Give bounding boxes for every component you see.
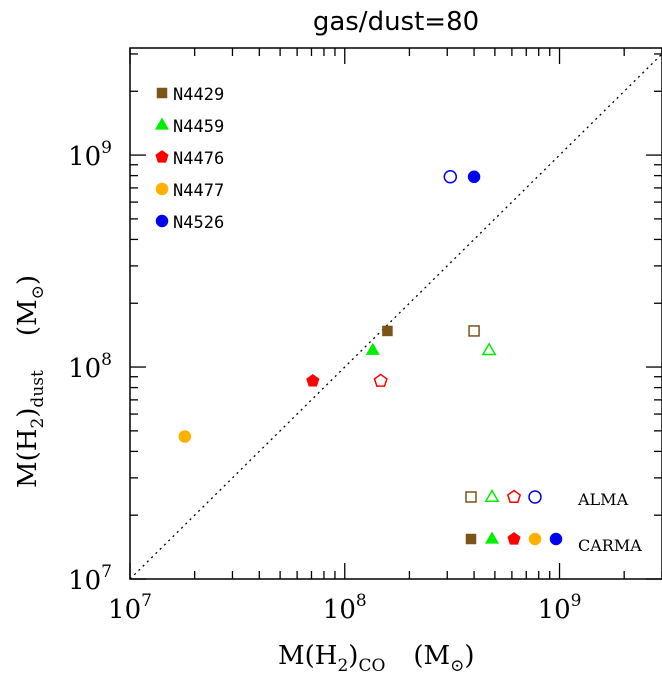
point-carma-n4526	[467, 170, 481, 184]
chart-title: gas/dust=80	[313, 7, 479, 37]
legend-label: N4526	[173, 213, 224, 233]
marker-key: ALMA CARMA	[465, 488, 642, 555]
legend-marker-n4526	[155, 214, 169, 228]
point-carma-n4429	[382, 325, 393, 337]
legend-label: N4477	[173, 181, 224, 201]
x-tick-label: 107	[108, 591, 152, 625]
point-alma-n4526	[443, 170, 458, 184]
y-tick-label: 107	[68, 562, 112, 596]
key-alma-n4476	[506, 489, 522, 504]
key-carma-n4476	[507, 532, 521, 545]
x-axis-label: M(H2)CO (M⊙)	[278, 641, 475, 676]
alma-label: ALMA	[577, 490, 629, 509]
x-tick-label: 108	[323, 591, 367, 625]
carma-label: CARMA	[578, 536, 642, 555]
key-alma-n4459	[484, 488, 500, 502]
key-carma-n4526	[549, 532, 563, 546]
point-alma-n4476	[373, 373, 388, 387]
legend: N4429 N4459 N4476 N4477 N4526	[155, 85, 224, 233]
key-alma-n4429	[465, 491, 477, 503]
legend-label: N4429	[173, 85, 224, 105]
y-tick-label: 109	[68, 138, 112, 172]
key-alma-n4526	[528, 490, 542, 504]
one-to-one-line	[129, 53, 662, 580]
diagonal-line	[129, 53, 662, 580]
point-alma-n4429	[468, 325, 480, 337]
legend-marker-n4429	[156, 87, 168, 99]
legend-marker-n4459	[155, 117, 169, 130]
legend-marker-n4477	[155, 182, 169, 196]
y-tick-label: 108	[68, 350, 112, 384]
point-alma-n4459	[481, 342, 497, 356]
point-carma-n4477	[178, 430, 192, 443]
axis-ticks	[129, 48, 662, 580]
x-tick-label: 109	[538, 591, 582, 625]
data-points	[178, 170, 497, 443]
y-axis-label: M(H2)dust(M⊙)	[13, 275, 48, 488]
tick-labels: 107 108 109 107 108 109	[68, 138, 581, 625]
point-carma-n4459	[365, 342, 380, 355]
key-carma-n4459	[485, 531, 499, 544]
legend-label: N4476	[173, 149, 224, 169]
legend-label: N4459	[173, 117, 224, 137]
plot-frame	[129, 47, 662, 580]
key-carma-n4429	[465, 533, 477, 545]
point-carma-n4476	[306, 373, 320, 387]
legend-marker-n4476	[155, 150, 169, 163]
key-carma-n4477	[528, 532, 542, 546]
